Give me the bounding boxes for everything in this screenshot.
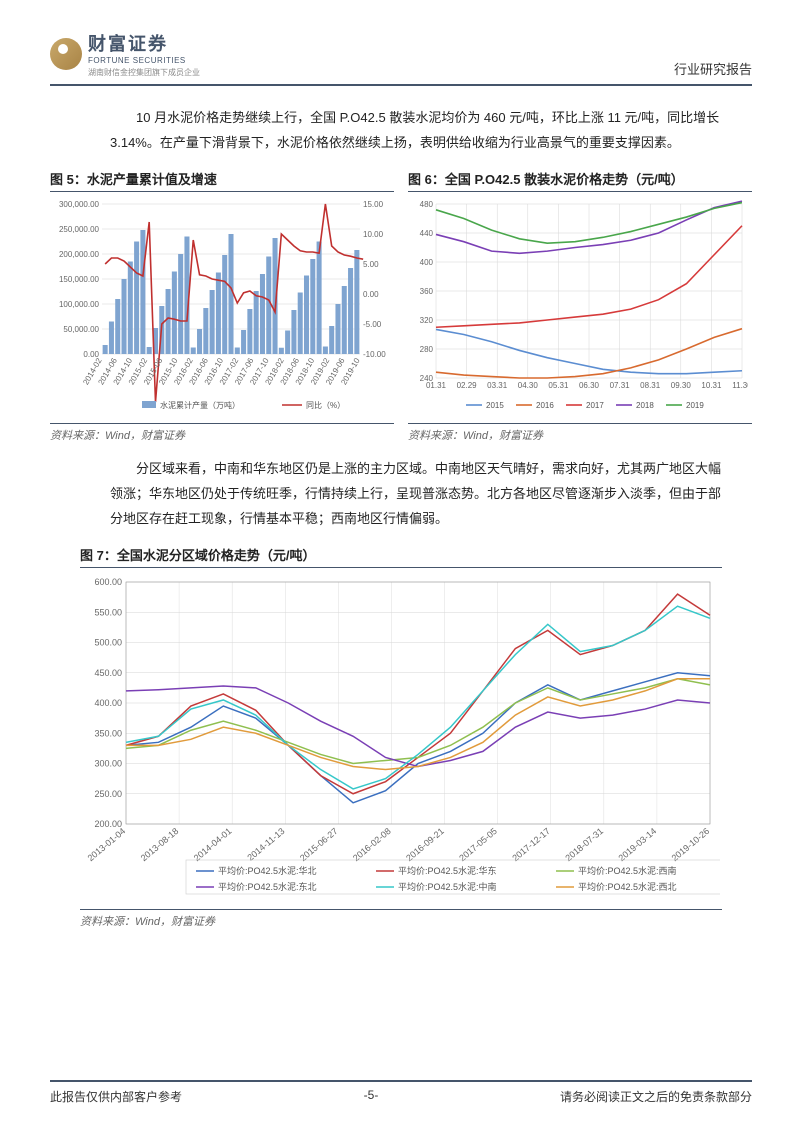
svg-text:2018-07-31: 2018-07-31 bbox=[563, 826, 605, 863]
svg-text:水泥累计产量（万吨）: 水泥累计产量（万吨） bbox=[160, 400, 240, 410]
svg-text:平均价:PO42.5水泥:华东: 平均价:PO42.5水泥:华东 bbox=[398, 865, 497, 876]
svg-text:2018: 2018 bbox=[636, 401, 654, 410]
svg-text:平均价:PO42.5水泥:华北: 平均价:PO42.5水泥:华北 bbox=[218, 865, 317, 876]
svg-text:同比（%）: 同比（%） bbox=[306, 400, 345, 410]
svg-text:320: 320 bbox=[420, 316, 434, 325]
svg-text:100,000.00: 100,000.00 bbox=[59, 300, 100, 309]
svg-text:400.00: 400.00 bbox=[94, 698, 122, 708]
svg-text:平均价:PO42.5水泥:西南: 平均价:PO42.5水泥:西南 bbox=[578, 865, 677, 876]
svg-text:2017: 2017 bbox=[586, 401, 604, 410]
svg-text:500.00: 500.00 bbox=[94, 638, 122, 648]
svg-text:-10.00: -10.00 bbox=[363, 350, 386, 359]
svg-text:150,000.00: 150,000.00 bbox=[59, 275, 100, 284]
fig6-title: 图 6：全国 P.O42.5 散装水泥价格走势（元/吨） bbox=[408, 169, 752, 192]
svg-text:2015: 2015 bbox=[486, 401, 504, 410]
fig5-title: 图 5：水泥产量累计值及增速 bbox=[50, 169, 394, 192]
paragraph-1: 10 月水泥价格走势继续上行，全国 P.O42.5 散装水泥均价为 460 元/… bbox=[110, 106, 722, 155]
svg-text:2019-03-14: 2019-03-14 bbox=[616, 826, 658, 863]
svg-text:04.30: 04.30 bbox=[518, 381, 539, 390]
fig7-title: 图 7：全国水泥分区域价格走势（元/吨） bbox=[80, 545, 722, 568]
logo-sub: 湖南财信金控集团旗下成员企业 bbox=[88, 67, 200, 78]
svg-text:360: 360 bbox=[420, 287, 434, 296]
page-header: 财富证券 FORTUNE SECURITIES 湖南财信金控集团旗下成员企业 行… bbox=[50, 30, 752, 86]
fig5-source: 资料来源：Wind，财富证券 bbox=[50, 423, 394, 443]
svg-text:2015-06-27: 2015-06-27 bbox=[298, 826, 340, 863]
svg-text:2014-04-01: 2014-04-01 bbox=[192, 826, 234, 863]
svg-text:02.29: 02.29 bbox=[457, 381, 478, 390]
header-doc-type: 行业研究报告 bbox=[674, 59, 752, 78]
svg-text:01.31: 01.31 bbox=[426, 381, 447, 390]
svg-text:10.31: 10.31 bbox=[701, 381, 722, 390]
footer-right: 请务必阅读正文之后的免责条款部分 bbox=[560, 1088, 752, 1105]
fig7-source: 资料来源：Wind，财富证券 bbox=[80, 909, 722, 929]
logo-en: FORTUNE SECURITIES bbox=[88, 56, 200, 65]
logo-block: 财富证券 FORTUNE SECURITIES 湖南财信金控集团旗下成员企业 bbox=[50, 30, 200, 78]
svg-text:08.31: 08.31 bbox=[640, 381, 661, 390]
fig6-chart: 24028032036040044048001.3102.2903.3104.3… bbox=[408, 196, 752, 419]
svg-text:15.00: 15.00 bbox=[363, 200, 384, 209]
svg-text:2014-11-13: 2014-11-13 bbox=[245, 826, 286, 863]
svg-text:400: 400 bbox=[420, 258, 434, 267]
logo-icon bbox=[50, 38, 82, 70]
svg-text:2016-02-08: 2016-02-08 bbox=[351, 826, 393, 863]
svg-text:平均价:PO42.5水泥:中南: 平均价:PO42.5水泥:中南 bbox=[398, 881, 497, 892]
svg-text:480: 480 bbox=[420, 200, 434, 209]
svg-text:600.00: 600.00 bbox=[94, 577, 122, 587]
svg-text:550.00: 550.00 bbox=[94, 608, 122, 618]
svg-text:200,000.00: 200,000.00 bbox=[59, 250, 100, 259]
svg-text:250,000.00: 250,000.00 bbox=[59, 225, 100, 234]
svg-text:5.00: 5.00 bbox=[363, 260, 379, 269]
svg-text:平均价:PO42.5水泥:东北: 平均价:PO42.5水泥:东北 bbox=[218, 881, 317, 892]
svg-text:09.30: 09.30 bbox=[671, 381, 692, 390]
svg-text:05.31: 05.31 bbox=[548, 381, 569, 390]
svg-text:07.31: 07.31 bbox=[610, 381, 631, 390]
footer-center: -5- bbox=[364, 1088, 379, 1105]
paragraph-2: 分区域来看，中南和华东地区仍是上涨的主力区域。中南地区天气晴好，需求向好，尤其两… bbox=[110, 457, 722, 531]
svg-text:06.30: 06.30 bbox=[579, 381, 600, 390]
svg-text:300,000.00: 300,000.00 bbox=[59, 200, 100, 209]
footer-left: 此报告仅供内部客户参考 bbox=[50, 1088, 182, 1105]
svg-text:11.30: 11.30 bbox=[732, 381, 748, 390]
svg-text:280: 280 bbox=[420, 345, 434, 354]
svg-text:2016: 2016 bbox=[536, 401, 554, 410]
svg-text:03.31: 03.31 bbox=[487, 381, 508, 390]
svg-text:0.00: 0.00 bbox=[363, 290, 379, 299]
svg-text:440: 440 bbox=[420, 229, 434, 238]
svg-text:2017-05-05: 2017-05-05 bbox=[457, 826, 499, 863]
svg-text:50,000.00: 50,000.00 bbox=[63, 325, 99, 334]
logo-cn: 财富证券 bbox=[88, 30, 200, 56]
svg-text:350.00: 350.00 bbox=[94, 729, 122, 739]
svg-text:2016-09-21: 2016-09-21 bbox=[404, 826, 446, 863]
svg-text:-5.00: -5.00 bbox=[363, 320, 382, 329]
svg-text:250.00: 250.00 bbox=[94, 789, 122, 799]
svg-text:2019: 2019 bbox=[686, 401, 704, 410]
fig7-chart: 200.00250.00300.00350.00400.00450.00500.… bbox=[80, 572, 722, 905]
svg-text:450.00: 450.00 bbox=[94, 668, 122, 678]
svg-text:300.00: 300.00 bbox=[94, 759, 122, 769]
svg-text:2017-12-17: 2017-12-17 bbox=[510, 826, 552, 863]
svg-text:2013-08-18: 2013-08-18 bbox=[139, 826, 181, 863]
svg-text:平均价:PO42.5水泥:西北: 平均价:PO42.5水泥:西北 bbox=[578, 881, 677, 892]
fig6-source: 资料来源：Wind，财富证券 bbox=[408, 423, 752, 443]
svg-text:2013-01-04: 2013-01-04 bbox=[86, 826, 128, 863]
svg-text:10.00: 10.00 bbox=[363, 230, 384, 239]
page-footer: 此报告仅供内部客户参考 -5- 请务必阅读正文之后的免责条款部分 bbox=[50, 1080, 752, 1105]
fig5-chart: 0.00 50,000.00 100,000.00 150,000.00 200,000… bbox=[50, 196, 394, 419]
svg-text:2019-10-26: 2019-10-26 bbox=[670, 826, 712, 863]
